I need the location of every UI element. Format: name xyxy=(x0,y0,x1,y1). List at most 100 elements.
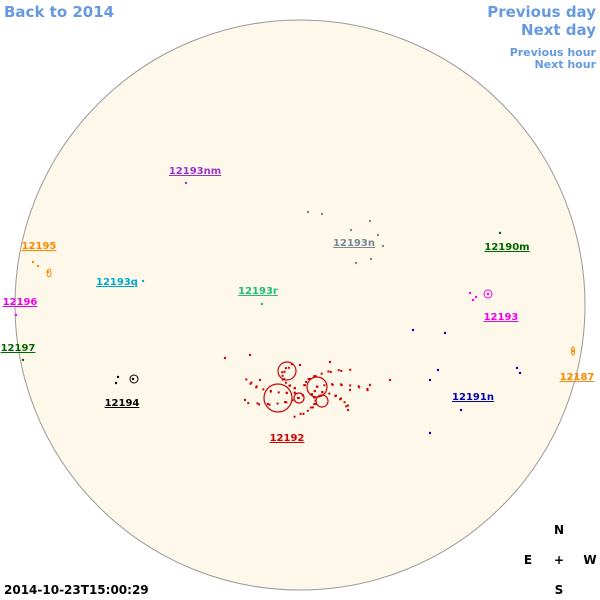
sunspot-dot xyxy=(258,403,261,406)
sunspot-dot xyxy=(315,375,318,378)
sunspot xyxy=(571,349,575,353)
sunspot xyxy=(131,377,135,381)
sunspot-dot xyxy=(284,367,287,370)
sunspot-dot xyxy=(340,384,343,387)
sunspot xyxy=(436,368,440,372)
sunspot-dot xyxy=(321,391,324,394)
sunspot-dot xyxy=(349,384,352,387)
sunspot-dot xyxy=(316,385,319,388)
region-label[interactable]: 12193r xyxy=(238,286,278,297)
sunspot-dot xyxy=(301,394,304,397)
region-label[interactable]: 12195 xyxy=(22,241,57,252)
sunspot-dot xyxy=(313,390,316,393)
sunspot xyxy=(518,371,522,375)
sunspot-dot xyxy=(283,378,286,381)
sunspot xyxy=(428,431,432,435)
sunspot xyxy=(381,244,385,248)
sunspot-dot xyxy=(366,389,369,392)
region-label[interactable]: 12193q xyxy=(96,277,138,288)
sunspot-dot xyxy=(256,402,259,405)
sunspot-dot xyxy=(347,404,350,407)
sunspot-dot xyxy=(309,377,312,380)
sunspot-dot xyxy=(358,386,361,389)
sunspot-umbra xyxy=(293,392,305,404)
sunspot-umbra xyxy=(129,374,139,384)
solar-disk xyxy=(14,19,586,591)
sunspot-dot xyxy=(245,378,248,381)
sunspot xyxy=(486,292,490,296)
sunspot xyxy=(459,408,463,412)
compass-west: W xyxy=(583,553,596,567)
sunspot-dot xyxy=(289,384,292,387)
sunspot xyxy=(349,228,353,232)
sunspot xyxy=(260,302,264,306)
sunspot-dot xyxy=(307,377,310,380)
sunspot xyxy=(21,358,25,362)
next-day-link[interactable]: Next day xyxy=(521,21,596,39)
previous-hour-link[interactable]: Previous hour xyxy=(510,46,597,59)
region-label[interactable]: 12192 xyxy=(270,433,305,444)
region-label[interactable]: 12193nm xyxy=(169,166,221,177)
previous-day-link[interactable]: Previous day xyxy=(487,3,596,21)
sunspot-dot xyxy=(283,370,286,373)
compass-center: + xyxy=(554,553,564,567)
sunspot-dot xyxy=(284,381,287,384)
sunspot-dot xyxy=(302,412,305,415)
compass-east: E xyxy=(524,553,532,567)
region-label[interactable]: 12187 xyxy=(560,372,595,383)
sunspot xyxy=(223,356,227,360)
sunspot xyxy=(114,381,118,385)
sunspot-dot xyxy=(349,368,352,371)
region-label[interactable]: 12191n xyxy=(452,392,494,403)
timestamp: 2014-10-23T15:00:29 xyxy=(4,583,149,597)
region-label[interactable]: 12193 xyxy=(484,312,519,323)
sunspot xyxy=(243,398,247,402)
sunspot xyxy=(368,383,372,387)
region-label[interactable]: 12196 xyxy=(3,297,38,308)
sunspot xyxy=(515,366,519,370)
sunspot xyxy=(388,378,392,382)
sunspot-dot xyxy=(268,403,271,406)
sunspot-dot xyxy=(314,399,317,402)
sunspot-dot xyxy=(249,382,252,385)
sunspot-dot xyxy=(293,391,296,394)
sunspot-dot xyxy=(285,401,288,404)
sunspot xyxy=(141,279,145,283)
sunspot-dot xyxy=(329,370,332,373)
sunspot xyxy=(443,331,447,335)
sunspot-dot xyxy=(266,402,269,405)
sunspot-dot xyxy=(305,381,308,384)
sunspot xyxy=(498,231,502,235)
region-label[interactable]: 12197 xyxy=(1,343,36,354)
sunspot-dot xyxy=(337,369,340,372)
sunspot-dot xyxy=(331,383,334,386)
next-hour-link[interactable]: Next hour xyxy=(535,58,597,71)
region-label[interactable]: 12194 xyxy=(105,398,140,409)
compass-north: N xyxy=(554,523,564,537)
sunspot-dot xyxy=(310,393,313,396)
region-label[interactable]: 12193n xyxy=(333,238,375,249)
sunspot-dot xyxy=(327,370,330,373)
sunspot-dot xyxy=(285,391,288,394)
compass-south: S xyxy=(555,583,564,597)
sunspot-umbra xyxy=(277,361,297,381)
sunspot xyxy=(14,313,18,317)
sunspot-dot xyxy=(287,366,290,369)
sunspot-dot xyxy=(366,387,369,390)
sunspot-dot xyxy=(255,386,258,389)
sunspot xyxy=(258,378,262,382)
sunspot-dot xyxy=(283,400,286,403)
sunspot-dot xyxy=(323,384,326,387)
sunspot xyxy=(368,219,372,223)
sunspot xyxy=(376,233,380,237)
region-label[interactable]: 12190m xyxy=(484,242,529,253)
back-link[interactable]: Back to 2014 xyxy=(4,3,114,21)
sunspot-dot xyxy=(340,369,343,372)
sunspot-dot xyxy=(281,374,284,377)
sunspot-dot xyxy=(328,392,331,395)
sunspot-umbra xyxy=(483,289,493,299)
sunspot xyxy=(471,298,475,302)
sunspot-dot xyxy=(255,385,258,388)
sunspot-dot xyxy=(357,385,360,388)
